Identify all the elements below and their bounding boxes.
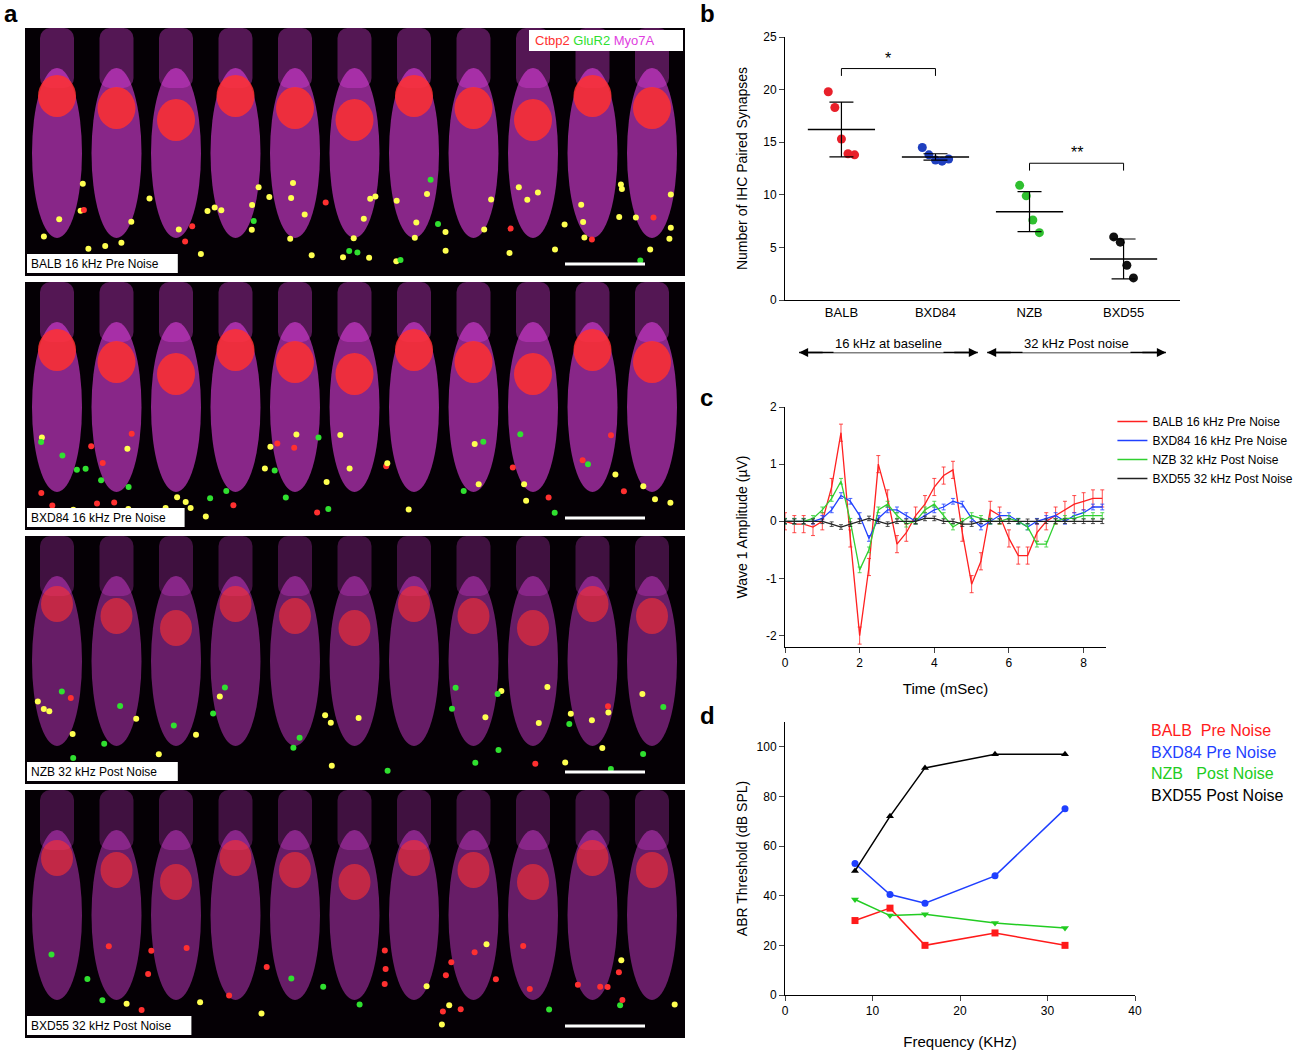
svg-text:2: 2 xyxy=(856,656,863,670)
svg-text:BALB 16 kHz Pre Noise: BALB 16 kHz Pre Noise xyxy=(1152,415,1280,429)
svg-text:0: 0 xyxy=(770,988,777,1002)
svg-text:10: 10 xyxy=(763,188,777,202)
svg-text:20: 20 xyxy=(953,1004,967,1018)
svg-text:2: 2 xyxy=(770,400,777,414)
svg-text:Wave 1 Amplitude (µV): Wave 1 Amplitude (µV) xyxy=(734,456,750,599)
svg-text:NZB 32 kHz Post Noise: NZB 32 kHz Post Noise xyxy=(1152,453,1278,467)
svg-text:25: 25 xyxy=(763,30,777,44)
svg-text:BXD84 Pre Noise: BXD84 Pre Noise xyxy=(1151,744,1276,761)
svg-text:BXD84 16 kHz Pre Noise: BXD84 16 kHz Pre Noise xyxy=(1152,434,1287,448)
svg-text:-1: -1 xyxy=(766,572,777,586)
svg-text:20: 20 xyxy=(763,83,777,97)
svg-text:-2: -2 xyxy=(766,629,777,643)
svg-text:20: 20 xyxy=(763,939,777,953)
svg-text:32 kHz Post noise: 32 kHz Post noise xyxy=(1024,336,1129,351)
html-text:c: c xyxy=(700,384,714,411)
svg-text:BXD84: BXD84 xyxy=(915,305,956,320)
svg-text:6: 6 xyxy=(1006,656,1013,670)
svg-text:NZB Post Noise: NZB Post Noise xyxy=(1151,765,1274,782)
svg-text:Frequency (KHz): Frequency (KHz) xyxy=(903,1033,1016,1050)
svg-text:0: 0 xyxy=(770,293,777,307)
svg-text:1: 1 xyxy=(770,457,777,471)
svg-text:BALB: BALB xyxy=(825,305,858,320)
svg-text:Time (mSec): Time (mSec) xyxy=(903,680,988,697)
svg-text:ABR Threshold (dB SPL): ABR Threshold (dB SPL) xyxy=(734,781,750,936)
svg-text:4: 4 xyxy=(931,656,938,670)
html-text:d: d xyxy=(700,702,715,729)
svg-text:BXD84 16 kHz Pre Noise: BXD84 16 kHz Pre Noise xyxy=(31,511,166,525)
svg-text:40: 40 xyxy=(763,889,777,903)
svg-text:10: 10 xyxy=(866,1004,880,1018)
svg-text:5: 5 xyxy=(770,241,777,255)
svg-text:*: * xyxy=(885,50,891,67)
svg-text:80: 80 xyxy=(763,790,777,804)
svg-text:BALB 16 kHz Pre Noise: BALB 16 kHz Pre Noise xyxy=(31,257,159,271)
svg-text:NZB: NZB xyxy=(1017,305,1043,320)
svg-text:16 kHz at baseline: 16 kHz at baseline xyxy=(835,336,942,351)
html-text:b: b xyxy=(700,0,715,27)
svg-text:30: 30 xyxy=(1041,1004,1055,1018)
svg-text:BALB Pre Noise: BALB Pre Noise xyxy=(1151,722,1271,739)
html-text:a: a xyxy=(4,0,18,27)
svg-text:BXD55: BXD55 xyxy=(1103,305,1144,320)
svg-text:**: ** xyxy=(1071,144,1083,161)
svg-text:Ctbp2 GluR2 Myo7A: Ctbp2 GluR2 Myo7A xyxy=(535,33,655,48)
svg-text:BXD55 Post Noise: BXD55 Post Noise xyxy=(1151,787,1284,804)
svg-text:NZB 32 kHz Post Noise: NZB 32 kHz Post Noise xyxy=(31,765,157,779)
svg-text:0: 0 xyxy=(782,656,789,670)
svg-text:BXD55 32 kHz Post Noise: BXD55 32 kHz Post Noise xyxy=(31,1019,171,1033)
svg-text:BXD55 32 kHz Post Noise: BXD55 32 kHz Post Noise xyxy=(1152,472,1292,486)
svg-text:100: 100 xyxy=(757,740,777,754)
svg-text:15: 15 xyxy=(763,135,777,149)
svg-text:8: 8 xyxy=(1080,656,1087,670)
svg-text:0: 0 xyxy=(782,1004,789,1018)
svg-text:Number of IHC Paired Synapses: Number of IHC Paired Synapses xyxy=(734,67,750,270)
svg-text:40: 40 xyxy=(1128,1004,1142,1018)
svg-text:60: 60 xyxy=(763,839,777,853)
svg-text:0: 0 xyxy=(770,514,777,528)
